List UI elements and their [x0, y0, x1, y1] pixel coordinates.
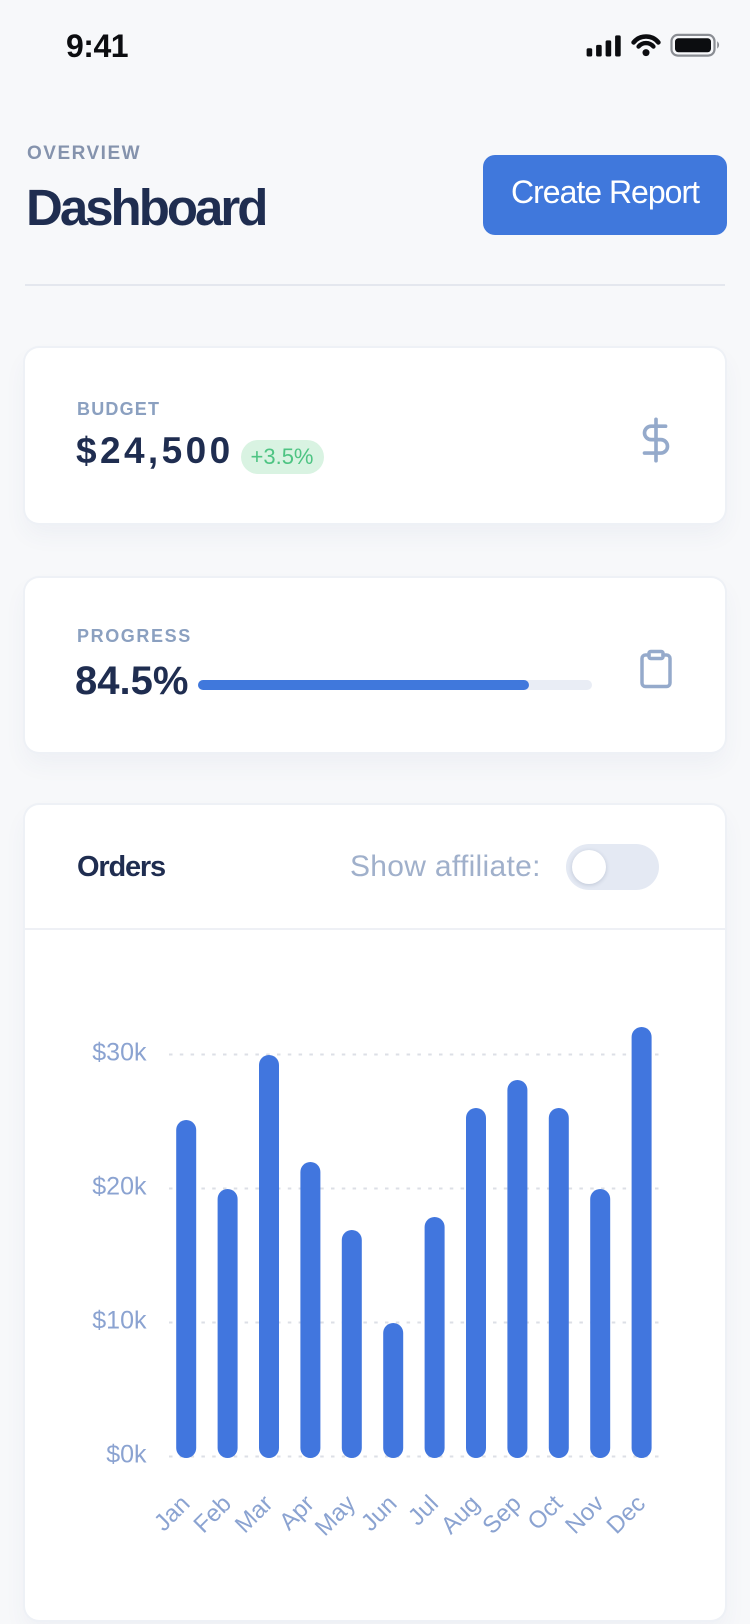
svg-text:Apr: Apr — [274, 1490, 320, 1536]
svg-text:Oct: Oct — [523, 1490, 569, 1536]
svg-text:Aug: Aug — [436, 1490, 485, 1539]
svg-text:Dec: Dec — [602, 1490, 651, 1539]
svg-text:Feb: Feb — [189, 1490, 237, 1538]
svg-text:Mar: Mar — [230, 1490, 278, 1538]
svg-text:$20k: $20k — [92, 1173, 147, 1201]
svg-text:$30k: $30k — [92, 1039, 147, 1067]
svg-text:Jul: Jul — [403, 1490, 444, 1531]
svg-text:May: May — [310, 1490, 361, 1541]
svg-text:Jun: Jun — [356, 1490, 402, 1536]
svg-text:Sep: Sep — [477, 1490, 526, 1539]
svg-text:$0k: $0k — [106, 1441, 147, 1469]
svg-text:$10k: $10k — [92, 1307, 147, 1335]
svg-text:Jan: Jan — [149, 1490, 195, 1536]
svg-text:Nov: Nov — [560, 1490, 609, 1539]
